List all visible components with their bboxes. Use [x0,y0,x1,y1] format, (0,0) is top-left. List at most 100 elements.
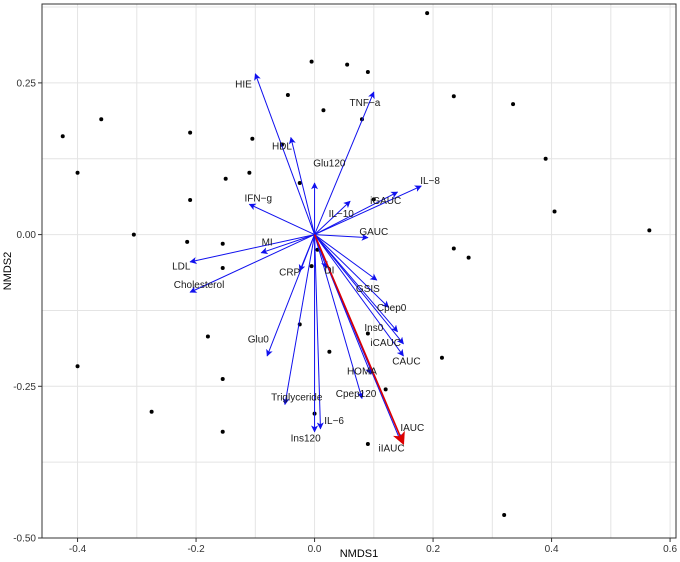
vector-arrow [314,234,404,345]
sample-point [309,264,314,269]
plot-frame [41,3,677,539]
x-tick-label: -0.4 [69,544,87,555]
vector-label: DI [324,265,334,276]
sample-point [383,387,388,392]
sample-point [220,377,225,382]
sample-point [365,331,370,336]
grid [42,4,676,539]
sample-point [345,62,350,67]
sample-point [220,429,225,434]
tick-labels: -0.4 -0.2 0.0 0.2 0.4 0.6 -0.50 -0.25 0.00 0.25 [13,78,677,555]
sample-point [451,246,456,251]
vector-label: TNF−a [350,98,381,109]
sample-point [425,11,430,16]
sample-point [543,156,548,161]
x-tick-label: 0.0 [308,544,322,555]
sample-point [647,228,652,233]
vectors [189,73,422,446]
vector-arrow [314,191,399,236]
vector-arrow [314,200,351,235]
vector-label: Glu0 [248,334,270,345]
sample-point [131,232,136,237]
vector-label: HDL [272,141,292,152]
vector-label: CAUC [392,356,420,367]
sample-point [439,355,444,360]
vector-arrow [314,185,422,236]
vector-arrow [282,234,316,406]
y-axis-title: NMDS2 [2,252,14,291]
vector-arrow [260,234,315,255]
sample-point [220,265,225,270]
vector-arrow [189,234,315,293]
x-tick-label: 0.2 [426,544,440,555]
vector-arrow [314,233,369,241]
vector-label: Cholesterol [174,280,225,291]
sample-point [250,136,255,141]
sample-point [247,170,252,175]
vector-label: Cpep120 [336,389,377,400]
sample-point [552,209,557,214]
sample-point [149,409,154,414]
sample-point [185,239,190,244]
sample-point [205,334,210,339]
sample-point [223,176,228,181]
vector-label: IL−10 [329,209,355,220]
sample-point [321,108,326,113]
sample-point [99,117,104,122]
vector-label: GSIS [356,284,380,295]
sample-point [220,241,225,246]
sample-point [75,170,80,175]
y-tick-label: -0.50 [13,534,36,545]
vector-arrow [314,234,324,430]
x-tick-label: -0.2 [187,544,205,555]
sample-point [188,130,193,135]
sample-point [502,512,507,517]
vector-label: LDL [172,262,191,273]
vector-labels: HIE TNF−a HDL IL−8 Glu120 iGAUC IL−10 IFN−g GAUC… [172,80,440,455]
plot-border [41,3,677,539]
vector-label: Ins120 [291,433,321,444]
sample-point [327,349,332,354]
sample-point [511,102,516,107]
sample-point [75,364,80,369]
sample-point [371,197,376,202]
vector-arrow [314,234,398,333]
sample-point [297,181,302,186]
sample-point [285,93,290,98]
x-axis-title: NMDS1 [340,548,379,560]
vector-label: MI [262,237,273,248]
vector-arrow [254,73,316,235]
vector-label: IAUC [400,423,424,434]
x-tick-label: 0.6 [663,544,677,555]
highlight-vector-arrow [313,234,405,446]
x-tick-label: 0.4 [545,544,559,555]
vector-label: IFN−g [245,194,273,205]
vector-label: IL−8 [420,176,440,187]
vector-label: HIE [235,80,252,91]
vector-arrow [314,234,364,400]
sample-point [188,198,193,203]
sample-point [60,134,65,139]
vector-label: iGAUC [370,196,401,207]
sample-point [365,441,370,446]
y-tick-label: 0.00 [17,230,37,241]
vector-arrow [314,234,390,308]
vector-label: CRP [279,268,300,279]
y-tick-label: 0.25 [17,78,37,89]
vector-label: Glu120 [313,158,346,169]
vector-label: Cpep0 [377,303,407,314]
sample-point [365,69,370,74]
vector-arrow [314,234,404,357]
vector-label: iIAUC [379,444,405,455]
vector-arrow [189,234,315,264]
sample-point [451,94,456,99]
sample-point [466,255,471,260]
vector-arrow [314,91,375,235]
vector-arrow [248,203,315,236]
y-tick-label: -0.25 [13,382,36,393]
vector-arrow [314,234,378,281]
vector-label: IL−6 [324,416,344,427]
vector-label: Ins0 [364,323,383,334]
vector-label: HOMA [347,367,377,378]
